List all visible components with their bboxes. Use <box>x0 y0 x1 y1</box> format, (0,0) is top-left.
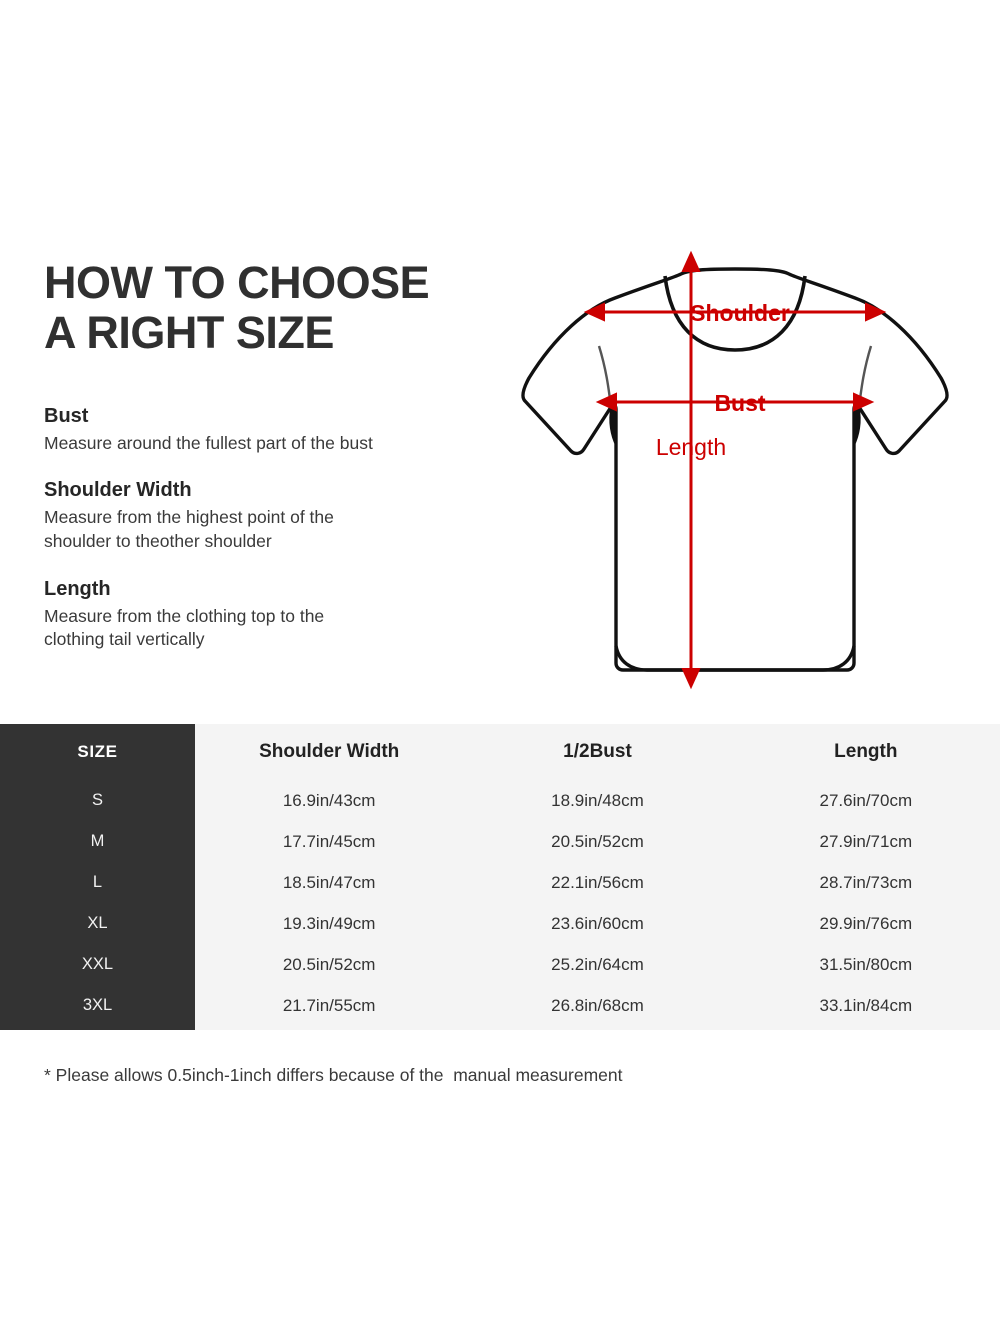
armpit-gusset-left <box>609 404 617 447</box>
cell-length: 31.5in/80cm <box>819 954 913 974</box>
measurement-description: Measure from the clothing top to the clo… <box>44 605 325 650</box>
shoulder-label: Shoulder <box>690 300 790 326</box>
cell-size: XXL <box>81 955 114 973</box>
cell-size: S <box>91 791 103 809</box>
cell-half-bust: 25.2in/64cm <box>551 954 644 974</box>
table-header-row: Shoulder Width 1/2Bust Length <box>195 724 1000 780</box>
table-header-row: SIZE <box>0 724 195 780</box>
cell-half-bust: 22.1in/56cm <box>551 872 644 892</box>
measurement-term: Length <box>44 577 111 600</box>
cell-size: 3XL <box>82 996 113 1014</box>
measurement-columns: Shoulder Width 1/2Bust Length 16.9in/43c… <box>195 724 1000 1030</box>
column-header-length: Length <box>834 741 898 762</box>
cell-half-bust: 18.9in/48cm <box>551 790 644 810</box>
cell-size: XL <box>87 914 108 932</box>
measurement-description: Measure around the fullest part of the b… <box>44 432 373 453</box>
table-row: 19.3in/49cm 23.6in/60cm 29.9in/76cm <box>195 903 1000 944</box>
column-header-size: SIZE <box>77 742 118 761</box>
measurement-disclaimer: * Please allows 0.5inch-1inch differs be… <box>44 1065 623 1085</box>
cell-shoulder-width: 19.3in/49cm <box>282 913 376 933</box>
table-row: 16.9in/43cm 18.9in/48cm 27.6in/70cm <box>195 780 1000 821</box>
length-label: Length <box>656 434 726 460</box>
cell-shoulder-width: 18.5in/47cm <box>282 872 376 892</box>
table-row: S <box>0 780 195 821</box>
table-row: L <box>0 862 195 903</box>
measurement-item-shoulder-width: Shoulder Width Measure from the highest … <box>44 477 474 553</box>
cell-shoulder-width: 20.5in/52cm <box>282 954 376 974</box>
shirt-outline <box>521 267 949 672</box>
measurement-item-bust: Bust Measure around the fullest part of … <box>44 403 474 456</box>
cell-length: 27.9in/71cm <box>819 831 913 851</box>
table-row: 17.7in/45cm 20.5in/52cm 27.9in/71cm <box>195 821 1000 862</box>
measurement-guide: HOW TO CHOOSE A RIGHT SIZE Bust Measure … <box>44 257 474 674</box>
intro-section: HOW TO CHOOSE A RIGHT SIZE Bust Measure … <box>44 250 975 690</box>
table-row: 21.7in/55cm 26.8in/68cm 33.1in/84cm <box>195 985 1000 1026</box>
table-row: XXL <box>0 944 195 985</box>
page-title: HOW TO CHOOSE A RIGHT SIZE <box>44 257 430 359</box>
cell-length: 28.7in/73cm <box>819 872 913 892</box>
measurement-term: Shoulder Width <box>44 479 192 502</box>
size-column: SIZE S M L XL XXL 3XL <box>0 724 195 1030</box>
column-header-shoulder-width: Shoulder Width <box>259 741 400 762</box>
shirt-hem <box>614 645 856 672</box>
measurement-term: Bust <box>44 404 89 427</box>
column-header-half-bust: 1/2Bust <box>563 741 632 762</box>
measurement-description: Measure from the highest point of the sh… <box>44 507 334 552</box>
cell-length: 33.1in/84cm <box>819 995 913 1015</box>
bust-label: Bust <box>714 390 765 416</box>
armpit-gusset-right <box>853 404 861 447</box>
table-row: 18.5in/47cm 22.1in/56cm 28.7in/73cm <box>195 862 1000 903</box>
cell-shoulder-width: 16.9in/43cm <box>282 790 376 810</box>
cell-length: 29.9in/76cm <box>819 913 913 933</box>
cell-shoulder-width: 21.7in/55cm <box>282 995 376 1015</box>
cell-half-bust: 23.6in/60cm <box>551 913 644 933</box>
size-chart-table: SIZE S M L XL XXL 3XL Shoulder Width 1/2… <box>0 724 1000 1030</box>
cell-size: M <box>90 832 105 850</box>
table-row: XL <box>0 903 195 944</box>
measurement-item-length: Length Measure from the clothing top to … <box>44 576 474 652</box>
tshirt-diagram: Shoulder Bust Length <box>495 250 975 690</box>
table-row: M <box>0 821 195 862</box>
cell-length: 27.6in/70cm <box>819 790 913 810</box>
table-row: 3XL <box>0 985 195 1026</box>
cell-half-bust: 20.5in/52cm <box>551 831 644 851</box>
table-row: 20.5in/52cm 25.2in/64cm 31.5in/80cm <box>195 944 1000 985</box>
cell-half-bust: 26.8in/68cm <box>551 995 644 1015</box>
cell-shoulder-width: 17.7in/45cm <box>282 831 376 851</box>
cell-size: L <box>92 873 103 891</box>
